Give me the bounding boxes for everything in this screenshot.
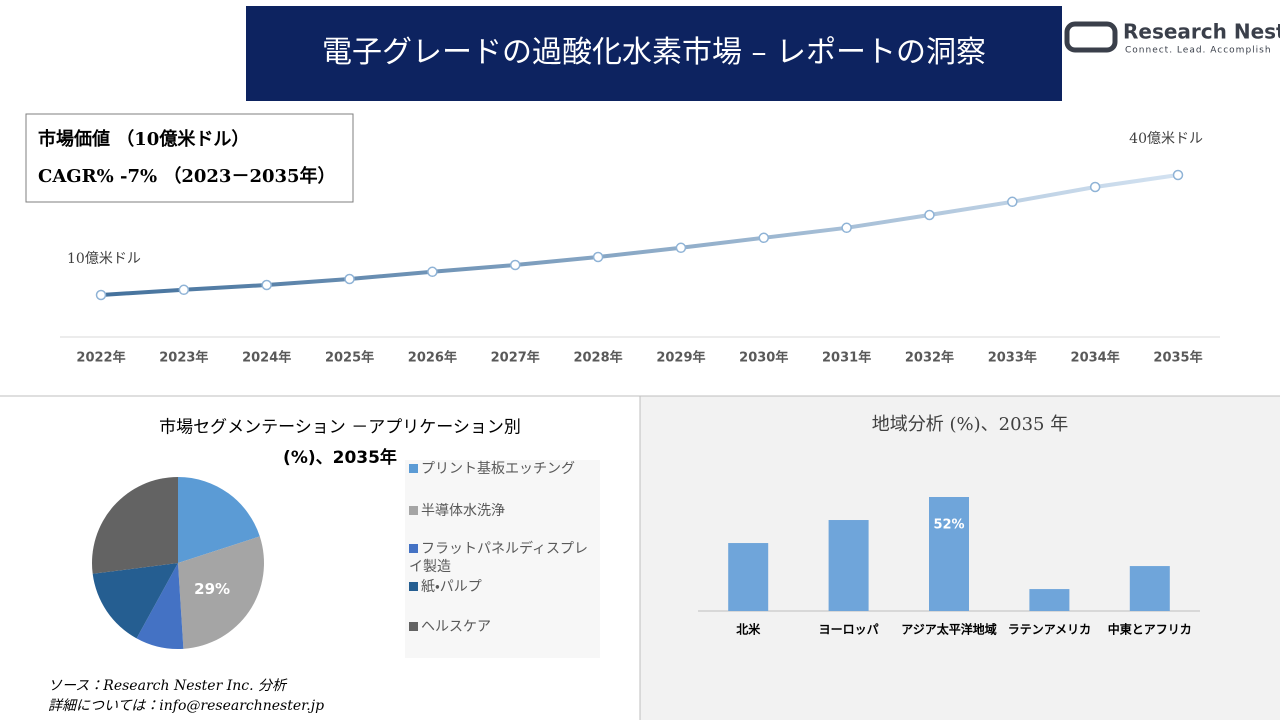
legend: プリント基板エッチング 半導体水洗浄フラットパネルディスプレイ製造紙・パルプヘルス… — [405, 460, 600, 658]
x-tick-label: 北米 — [736, 622, 761, 637]
x-tick-label: 2032年 — [905, 350, 954, 366]
info-box — [25, 113, 354, 203]
x-tick-label: 2023年 — [159, 350, 208, 366]
source: ソース：Research Nester Inc. 分析 — [48, 678, 288, 694]
point — [841, 222, 852, 234]
x-tick-label: 2026年 — [408, 350, 457, 366]
source: 詳細については：info@researchnester.jp — [48, 698, 324, 714]
point — [261, 279, 272, 291]
pie-slice — [178, 477, 260, 563]
bar — [1029, 589, 1070, 611]
logo-icon — [1064, 21, 1118, 53]
legend-label: 半導体水洗浄 — [421, 503, 505, 519]
legend-swatch — [409, 464, 418, 473]
point — [924, 209, 935, 221]
chart-title: 地域分析 (%)、2035 年 — [872, 414, 1068, 435]
chart-title: 市場セグメンテーション －アプリケーション別 — [159, 418, 521, 438]
page-title: 電子グレードの過酸化水素市場 – レポートの洞察 — [322, 35, 986, 70]
legend-item: ヘルスケア — [409, 618, 599, 636]
bar — [728, 543, 769, 611]
legend-swatch — [409, 544, 418, 553]
pie-slice — [92, 563, 178, 639]
x-tick-label: 2024年 — [242, 350, 291, 366]
x-tick-label: 2022年 — [76, 350, 125, 366]
legend-item: 半導体水洗浄 — [409, 502, 599, 520]
x-tick-label: 2030年 — [739, 350, 788, 366]
x-tick-label: 2025年 — [325, 350, 374, 366]
point — [1089, 181, 1101, 193]
legend-label: 紙・パルプ — [421, 579, 482, 595]
bar — [1129, 566, 1170, 611]
x-tick-label: 2027年 — [491, 350, 540, 366]
point — [509, 259, 521, 271]
pie-slice — [92, 477, 178, 574]
x-tick-label: 2034年 — [1071, 350, 1120, 366]
bar — [828, 520, 869, 611]
legend-item: フラットパネルディスプレイ製造 — [409, 540, 599, 576]
x-tick-label: 2035年 — [1153, 350, 1202, 366]
chart-subtitle: (%)、2035年 — [283, 447, 397, 468]
point — [95, 289, 107, 301]
x-tick-label: ラテンアメリカ — [1008, 623, 1091, 637]
bar — [929, 497, 969, 611]
legend-swatch — [409, 506, 418, 515]
logo-name: Research Nester — [1123, 20, 1280, 44]
x-tick-label: ヨーロッパ — [819, 623, 879, 637]
legend-label: プリント基板エッチング — [421, 461, 575, 477]
point — [427, 266, 438, 278]
point — [178, 284, 190, 296]
legend-item: 紙・パルプ — [409, 578, 599, 596]
data-label: 52% — [933, 518, 964, 533]
title-box — [246, 6, 1062, 101]
point — [592, 251, 604, 263]
x-tick-label: 中東とアフリカ — [1108, 622, 1192, 637]
x-tick-label: 2028年 — [573, 350, 622, 366]
line — [100, 173, 1179, 297]
legend-label: ヘルスケア — [421, 619, 491, 635]
pie-slice — [136, 563, 184, 649]
pie-slice — [178, 536, 265, 649]
info-line: 市場価値 （10億米ドル） — [38, 128, 249, 150]
x-tick-label: 2033年 — [988, 350, 1037, 366]
legend-swatch — [409, 622, 418, 631]
legend-swatch — [409, 582, 418, 591]
logo-tagline: Connect. Lead. Accomplish — [1125, 46, 1272, 56]
point — [344, 273, 355, 285]
point — [758, 232, 770, 244]
point — [1007, 196, 1018, 208]
x-tick-label: アジア太平洋地域 — [901, 622, 997, 637]
point — [675, 242, 687, 254]
point — [1172, 169, 1184, 181]
annotation: 10億米ドル — [67, 251, 141, 267]
info-line: CAGR% -7% （2023－2035年） — [38, 165, 336, 187]
legend-label: フラットパネルディスプレイ製造 — [409, 541, 589, 575]
legend-item: プリント基板エッチング — [409, 460, 599, 478]
annotation: 40億米ドル — [1129, 131, 1203, 147]
x-tick-label: 2031年 — [822, 350, 871, 366]
x-tick-label: 2029年 — [656, 350, 705, 366]
data-label: 29% — [194, 580, 230, 598]
